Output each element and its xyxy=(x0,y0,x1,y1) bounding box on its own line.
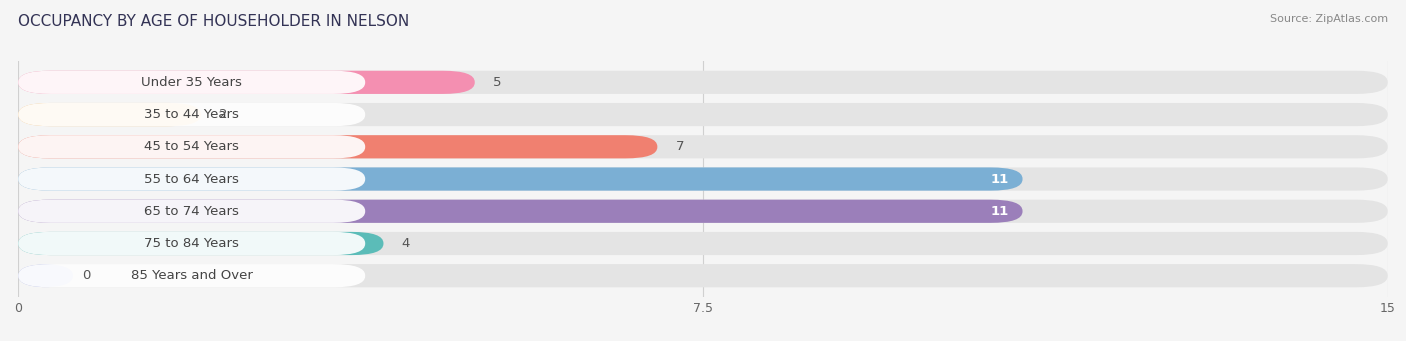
Text: 75 to 84 Years: 75 to 84 Years xyxy=(145,237,239,250)
FancyBboxPatch shape xyxy=(18,232,1388,255)
FancyBboxPatch shape xyxy=(18,135,1388,159)
Text: 85 Years and Over: 85 Years and Over xyxy=(131,269,253,282)
Text: Source: ZipAtlas.com: Source: ZipAtlas.com xyxy=(1270,14,1388,24)
FancyBboxPatch shape xyxy=(18,103,1388,126)
Text: 65 to 74 Years: 65 to 74 Years xyxy=(145,205,239,218)
FancyBboxPatch shape xyxy=(18,199,1388,223)
FancyBboxPatch shape xyxy=(18,264,73,287)
FancyBboxPatch shape xyxy=(18,167,366,191)
FancyBboxPatch shape xyxy=(18,264,366,287)
FancyBboxPatch shape xyxy=(18,232,384,255)
Text: 45 to 54 Years: 45 to 54 Years xyxy=(145,140,239,153)
Text: Under 35 Years: Under 35 Years xyxy=(142,76,242,89)
FancyBboxPatch shape xyxy=(18,71,1388,94)
FancyBboxPatch shape xyxy=(18,264,1388,287)
FancyBboxPatch shape xyxy=(18,71,475,94)
Text: 4: 4 xyxy=(402,237,411,250)
Text: 0: 0 xyxy=(82,269,90,282)
Text: OCCUPANCY BY AGE OF HOUSEHOLDER IN NELSON: OCCUPANCY BY AGE OF HOUSEHOLDER IN NELSO… xyxy=(18,14,409,29)
FancyBboxPatch shape xyxy=(18,103,201,126)
FancyBboxPatch shape xyxy=(18,103,366,126)
Text: 7: 7 xyxy=(676,140,685,153)
Text: 55 to 64 Years: 55 to 64 Years xyxy=(145,173,239,186)
Text: 11: 11 xyxy=(991,173,1010,186)
Text: 2: 2 xyxy=(219,108,228,121)
Text: 35 to 44 Years: 35 to 44 Years xyxy=(145,108,239,121)
Text: 5: 5 xyxy=(494,76,502,89)
Text: 11: 11 xyxy=(991,205,1010,218)
FancyBboxPatch shape xyxy=(18,167,1022,191)
FancyBboxPatch shape xyxy=(18,135,366,159)
FancyBboxPatch shape xyxy=(18,199,366,223)
FancyBboxPatch shape xyxy=(18,199,1022,223)
FancyBboxPatch shape xyxy=(18,71,366,94)
FancyBboxPatch shape xyxy=(18,167,1388,191)
FancyBboxPatch shape xyxy=(18,232,366,255)
FancyBboxPatch shape xyxy=(18,135,658,159)
